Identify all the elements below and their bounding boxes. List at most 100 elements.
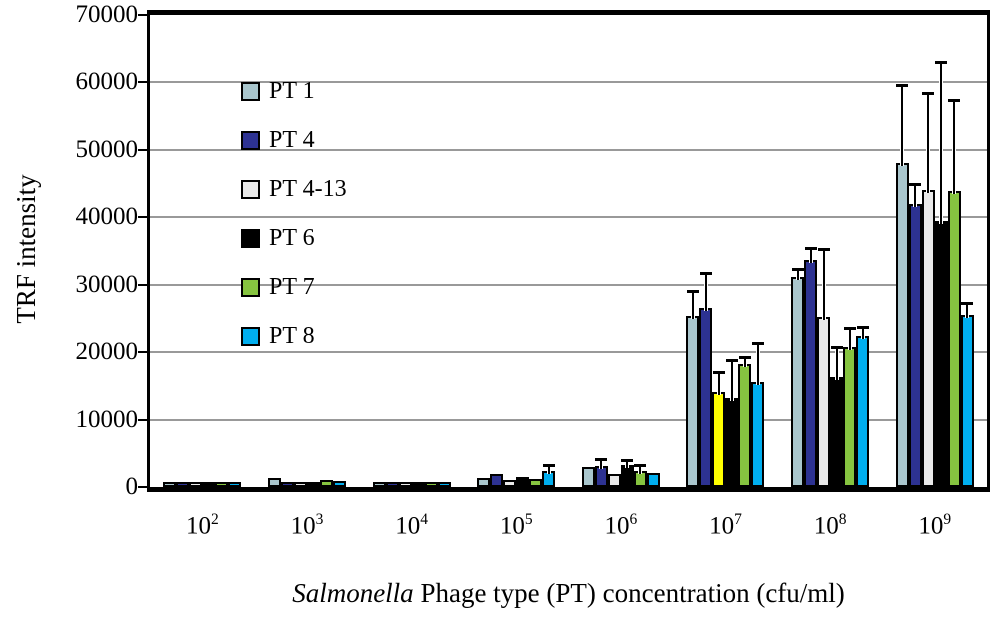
error-cap-4-7 <box>948 98 961 102</box>
bar-pt-6-group-10e7 <box>725 397 739 487</box>
y-tick-label-20000: 20000 <box>75 338 139 366</box>
x-tick-label-10e4: 104 <box>395 511 428 540</box>
bar-pt-4-13-group-10e7 <box>712 391 726 487</box>
legend-item-pt-4: PT 4 <box>241 127 347 153</box>
bar-pt-8-group-10e4 <box>437 481 451 487</box>
bar-pt-4-group-10e3 <box>280 482 294 487</box>
legend: PT 1 PT 4 PT 4-13 PT 6 PT 7 PT 8 <box>241 78 347 349</box>
error-cap-4-5 <box>738 355 751 359</box>
legend-label-pt-8: PT 8 <box>269 323 315 349</box>
error-whisker-2-7 <box>926 93 931 194</box>
plot-border-top <box>147 10 990 15</box>
error-whisker-1-6 <box>808 248 813 264</box>
x-tick-label-10e3: 103 <box>290 511 324 540</box>
error-whisker-4-4 <box>638 465 643 474</box>
bar-pt-4-group-10e5 <box>490 473 504 487</box>
y-tick-label-10000: 10000 <box>75 405 139 433</box>
gridline-50000 <box>150 148 987 151</box>
bar-pt-7-group-10e3 <box>319 479 333 487</box>
y-axis-title: TRF intensity <box>11 174 41 324</box>
error-whisker-4-6 <box>847 327 852 351</box>
error-whisker-5-3 <box>546 464 551 475</box>
bar-pt-8-group-10e2 <box>228 482 242 487</box>
legend-swatch-pt-4-13 <box>241 179 260 199</box>
error-cap-4-6 <box>843 326 856 330</box>
bar-pt-8-group-10e3 <box>332 481 346 487</box>
bar-pt-4-13-group-10e8 <box>817 317 831 487</box>
y-tick-label-50000: 50000 <box>75 135 139 163</box>
y-tick-label-60000: 60000 <box>75 68 139 96</box>
error-cap-3-5 <box>725 358 738 362</box>
bar-pt-1-group-10e9 <box>895 163 909 487</box>
bar-pt-4-group-10e7 <box>699 307 713 487</box>
error-whisker-3-5 <box>729 359 734 401</box>
bar-pt-1-group-10e2 <box>163 482 177 487</box>
error-whisker-0-6 <box>795 269 800 281</box>
error-whisker-5-5 <box>755 342 760 386</box>
y-tick-0 <box>138 486 147 488</box>
bar-pt-4-group-10e8 <box>804 260 818 487</box>
bar-pt-6-group-10e4 <box>411 482 425 487</box>
legend-label-pt-6: PT 6 <box>269 225 315 251</box>
x-axis-title: Salmonella Phage type (PT) concentration… <box>150 578 987 609</box>
error-whisker-2-5 <box>716 372 721 395</box>
bar-pt-7-group-10e4 <box>424 482 438 487</box>
x-tick-label-10e7: 107 <box>709 511 742 540</box>
gridline-10000 <box>150 418 987 421</box>
legend-item-pt-7: PT 7 <box>241 274 347 300</box>
bar-pt-8-group-10e9 <box>960 315 974 487</box>
error-cap-3-6 <box>830 345 843 349</box>
x-axis-title-rest-part: Phage type (PT) concentration (cfu/ml) <box>413 578 845 608</box>
x-tick-label-10e8: 108 <box>813 511 847 540</box>
error-cap-2-6 <box>817 247 830 251</box>
bar-pt-6-group-10e5 <box>516 476 530 487</box>
error-whisker-1-7 <box>913 184 918 207</box>
bar-pt-4-13-group-10e6 <box>607 474 621 487</box>
legend-swatch-pt-1 <box>241 81 260 101</box>
legend-label-pt-4-13: PT 4-13 <box>269 176 347 202</box>
bar-pt-4-group-10e2 <box>176 482 190 487</box>
bar-pt-1-group-10e8 <box>791 277 805 487</box>
error-cap-1-7 <box>909 183 922 187</box>
gridline-60000 <box>150 81 987 84</box>
error-cap-4-4 <box>634 464 647 468</box>
bar-pt-4-13-group-10e4 <box>398 482 412 487</box>
bar-pt-1-group-10e6 <box>581 467 595 487</box>
bar-pt-7-group-10e9 <box>947 190 961 487</box>
error-whisker-0-7 <box>900 85 905 167</box>
y-tick-70000 <box>138 14 147 16</box>
error-cap-3-7 <box>935 60 948 64</box>
bar-pt-1-group-10e4 <box>372 481 386 487</box>
bar-pt-7-group-10e2 <box>215 482 229 487</box>
gridline-40000 <box>150 216 987 219</box>
bar-pt-6-group-10e3 <box>306 482 320 487</box>
error-whisker-4-7 <box>952 99 957 194</box>
bar-pt-4-13-group-10e2 <box>189 482 203 487</box>
x-tick-label-10e5: 105 <box>499 511 533 540</box>
legend-swatch-pt-7 <box>241 277 260 297</box>
error-cap-0-6 <box>791 268 804 272</box>
bar-pt-4-group-10e6 <box>594 466 608 487</box>
bar-pt-7-group-10e5 <box>529 478 543 487</box>
error-whisker-1-5 <box>703 273 708 311</box>
y-tick-40000 <box>138 216 147 219</box>
x-axis-title-italic-part: Salmonella <box>292 578 414 608</box>
bar-pt-1-group-10e3 <box>267 477 281 487</box>
plot-border-bottom <box>147 487 990 492</box>
bar-pt-8-group-10e6 <box>646 472 660 487</box>
error-cap-5-5 <box>751 341 764 345</box>
y-tick-10000 <box>138 418 147 421</box>
x-tick-label-10e2: 102 <box>185 511 219 540</box>
error-cap-1-5 <box>699 272 712 276</box>
error-cap-2-7 <box>922 92 935 96</box>
bar-pt-6-group-10e8 <box>830 377 844 487</box>
gridline-30000 <box>150 283 987 286</box>
bar-pt-8-group-10e8 <box>856 335 870 487</box>
y-tick-30000 <box>138 283 147 286</box>
legend-item-pt-1: PT 1 <box>241 78 347 104</box>
bar-pt-4-13-group-10e9 <box>921 190 935 487</box>
y-tick-label-0: 0 <box>125 473 139 500</box>
bar-pt-6-group-10e6 <box>620 465 634 487</box>
error-cap-0-7 <box>896 84 909 88</box>
